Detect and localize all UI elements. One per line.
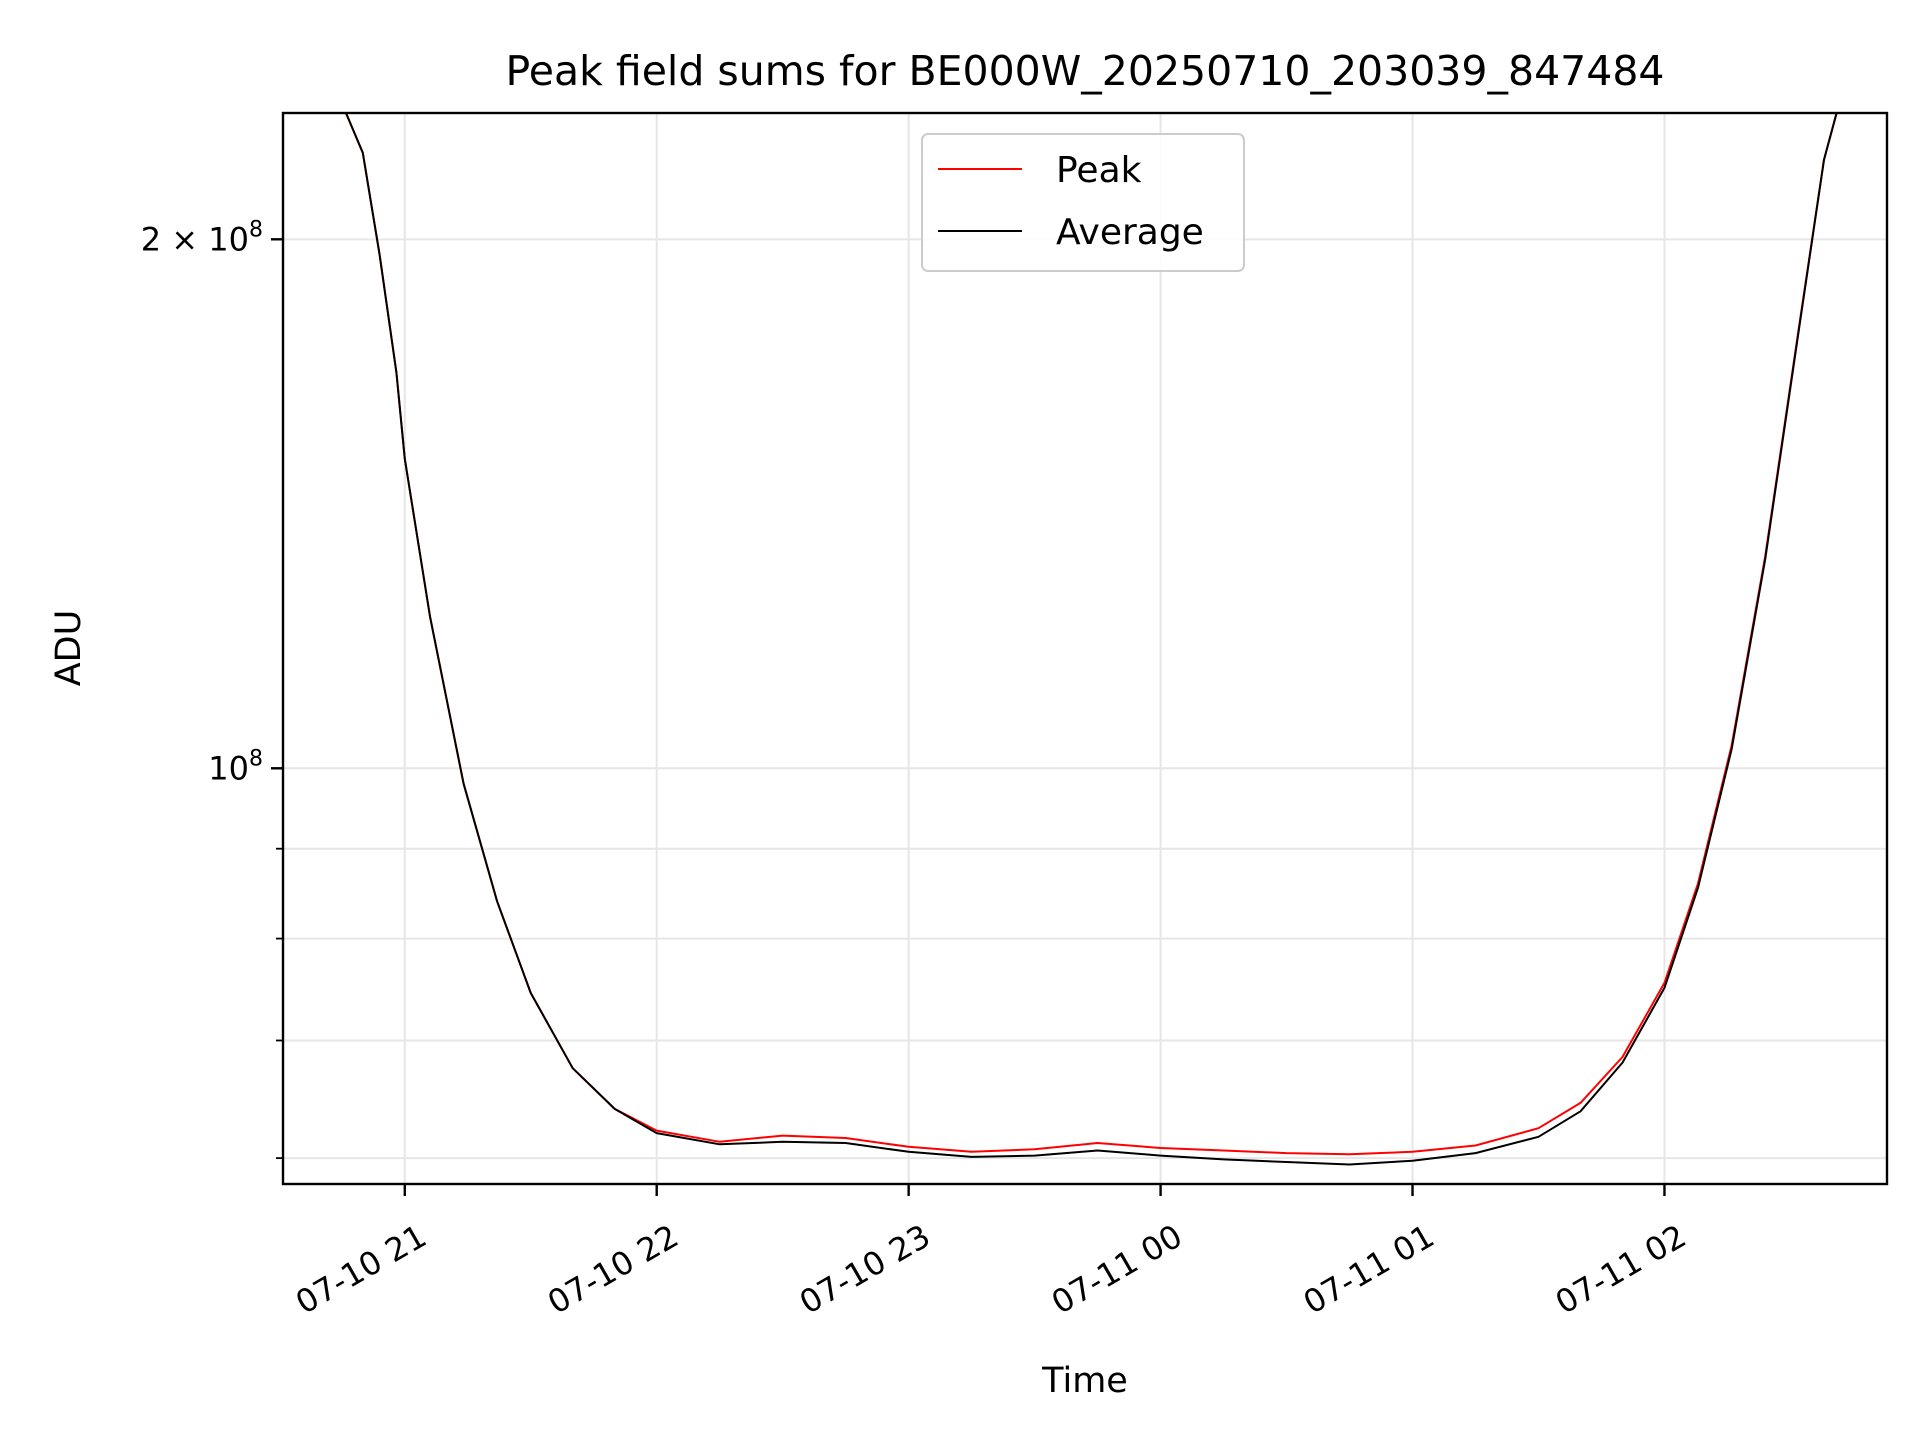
y-axis: 108 2 × 108 — [141, 217, 283, 1160]
y-axis-label: ADU — [49, 610, 89, 687]
y-tick-label: 2 × 108 — [141, 217, 263, 258]
series-line-average — [283, 113, 1887, 1166]
legend: Peak Average — [921, 133, 1245, 272]
x-axis-label: Time — [1041, 1361, 1128, 1401]
grid — [283, 113, 1887, 1184]
y-tick-label: 108 — [208, 746, 263, 787]
legend-label-average: Average — [1056, 212, 1204, 253]
series-layer — [283, 113, 1887, 1166]
plot-frame — [281, 111, 1889, 1186]
legend-label-peak: Peak — [1056, 150, 1142, 191]
chart-title: Peak field sums for BE000W_20250710_2030… — [505, 47, 1664, 95]
